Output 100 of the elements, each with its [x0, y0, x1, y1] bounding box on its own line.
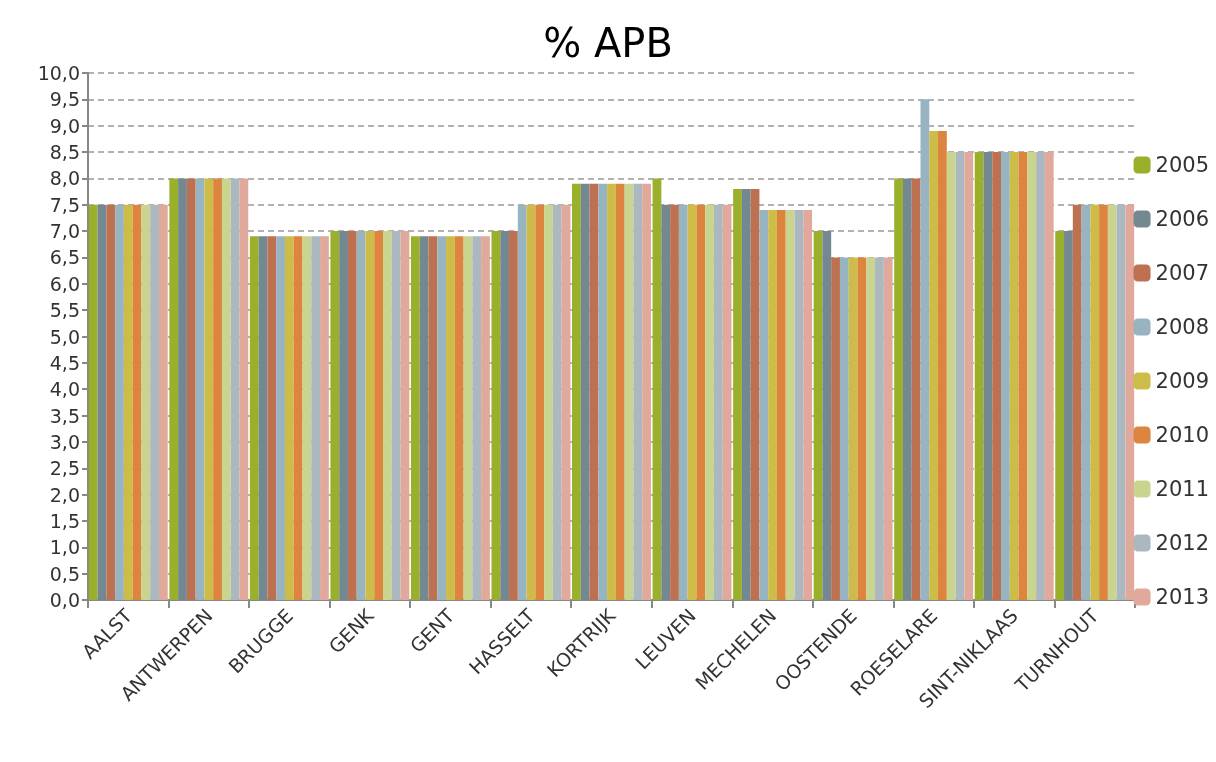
bar [339, 231, 348, 600]
y-tick-label: 4,5 [49, 351, 80, 374]
bar [88, 204, 98, 600]
y-tick-label: 1,0 [49, 536, 80, 559]
bar [437, 236, 447, 600]
bar [267, 236, 277, 600]
bar [598, 183, 608, 600]
bar [813, 231, 823, 600]
bar [293, 236, 303, 600]
bar [356, 231, 366, 600]
bar [822, 231, 832, 600]
bar [938, 130, 947, 600]
bar [463, 236, 473, 600]
bar [221, 178, 231, 600]
y-tick-label: 5,0 [49, 325, 80, 348]
bar [544, 204, 553, 600]
bar [169, 178, 179, 600]
bar [97, 204, 107, 600]
bar [419, 236, 429, 600]
bar [552, 204, 562, 600]
bar [400, 231, 410, 600]
bar [1090, 204, 1100, 600]
chart-title: % APB [543, 20, 673, 66]
legend-label: 2006 [1155, 207, 1210, 231]
bar [186, 178, 196, 600]
bar [410, 236, 420, 600]
bar [964, 152, 974, 600]
bar [1044, 152, 1054, 600]
bar [974, 152, 984, 600]
bar [946, 152, 956, 600]
legend-label: 2010 [1155, 423, 1210, 447]
bar [500, 231, 510, 600]
bar [776, 210, 786, 600]
bar [687, 204, 697, 600]
bar [302, 236, 312, 600]
bar [875, 257, 884, 600]
bar [195, 178, 205, 600]
legend-label: 2011 [1155, 477, 1210, 501]
bar [517, 204, 527, 600]
bar [848, 257, 858, 600]
bar [509, 231, 518, 600]
legend-label: 2008 [1155, 315, 1210, 339]
bar [768, 210, 777, 600]
legend-label: 2005 [1155, 153, 1210, 177]
bar [391, 231, 401, 600]
y-tick-label: 3,5 [49, 404, 80, 427]
y-tick-label: 8,5 [49, 141, 80, 164]
bar [491, 231, 501, 600]
y-tick-label: 0,5 [49, 562, 80, 585]
bar [624, 183, 634, 600]
legend-label: 2009 [1155, 369, 1210, 393]
y-tick-label: 9,0 [49, 114, 80, 137]
bar [713, 204, 723, 600]
bar [383, 231, 392, 600]
bar [733, 188, 742, 600]
bar [831, 257, 840, 600]
bar [1036, 152, 1045, 600]
bar [785, 210, 795, 600]
bar [615, 183, 625, 600]
bar [572, 183, 581, 600]
bar [894, 178, 903, 600]
bar [1072, 204, 1082, 600]
y-tick-label: 8,0 [49, 167, 80, 190]
bar [284, 236, 294, 600]
y-tick-label: 10,0 [37, 62, 80, 84]
bar [983, 152, 993, 600]
bar [678, 204, 688, 600]
bar [929, 130, 939, 600]
bar [249, 236, 259, 600]
y-tick-label: 2,0 [49, 483, 80, 506]
bar [839, 257, 849, 600]
y-tick-label: 5,5 [49, 299, 80, 322]
bar [722, 204, 732, 600]
bar [866, 257, 876, 600]
bar [696, 204, 706, 600]
bar [204, 178, 214, 600]
y-tick-label: 0,0 [49, 589, 80, 611]
bar [481, 236, 490, 600]
bar [1055, 231, 1065, 600]
bar [561, 204, 571, 600]
bar [920, 99, 930, 600]
y-tick-label: 1,5 [49, 509, 80, 532]
bar [955, 152, 965, 600]
legend-label: 2012 [1155, 531, 1210, 555]
bar [526, 204, 536, 600]
bar [311, 236, 321, 600]
y-tick-label: 7,0 [49, 220, 80, 243]
legend-label: 2013 [1155, 585, 1210, 609]
bar [454, 236, 464, 600]
bar [750, 188, 760, 600]
bar [178, 178, 187, 600]
bar [1116, 204, 1126, 600]
bar [472, 236, 482, 600]
y-tick-label: 2,5 [49, 457, 80, 480]
y-tick-label: 6,0 [49, 272, 80, 295]
bar [158, 204, 168, 600]
bar [1001, 152, 1010, 600]
bar [106, 204, 116, 600]
bar [661, 204, 671, 600]
legend-label: 2007 [1155, 261, 1210, 285]
